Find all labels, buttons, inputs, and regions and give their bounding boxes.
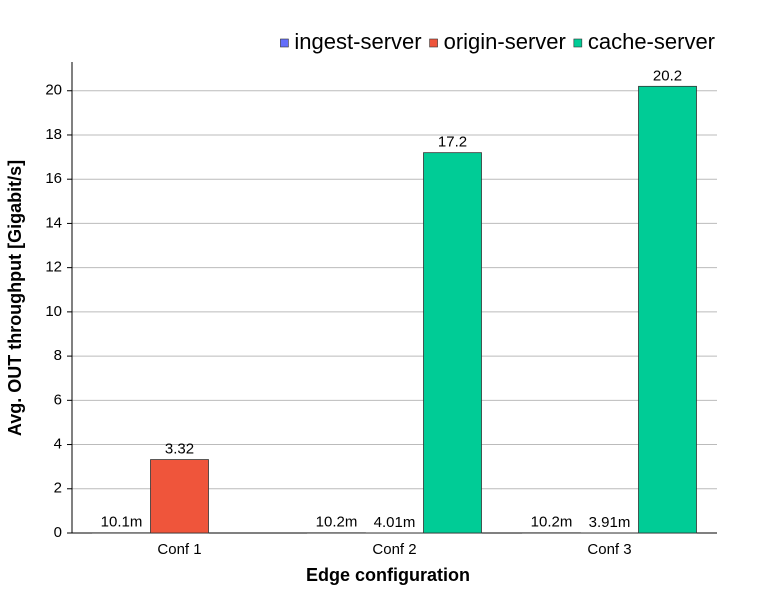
- y-tick-label: 6: [54, 391, 62, 408]
- data-label: 10.2m: [531, 514, 573, 531]
- y-tick-label: 4: [54, 436, 62, 453]
- legend-swatch: [573, 38, 583, 48]
- data-label: 10.1m: [101, 514, 143, 531]
- data-label: 3.32: [165, 441, 194, 458]
- data-label: 17.2: [438, 134, 467, 151]
- data-label: 20.2: [653, 67, 682, 84]
- y-tick-label: 10: [45, 303, 62, 320]
- legend-label: origin-server: [444, 29, 566, 54]
- y-tick-label: 14: [45, 214, 62, 231]
- y-tick-label: 16: [45, 170, 62, 187]
- bar: [150, 459, 209, 534]
- bar: [638, 85, 697, 534]
- y-tick-label: 12: [45, 259, 62, 276]
- x-tick-label: Conf 1: [157, 541, 201, 558]
- data-label: 10.2m: [316, 514, 358, 531]
- legend-swatch: [429, 38, 438, 48]
- y-tick-label: 20: [45, 82, 62, 99]
- y-tick-label: 0: [54, 524, 62, 541]
- y-axis-title: Avg. OUT throughput [Gigabit/s]: [5, 160, 25, 436]
- x-tick-label: Conf 3: [587, 541, 631, 558]
- data-label: 4.01m: [374, 514, 416, 531]
- y-tick-label: 2: [54, 480, 62, 497]
- legend-label: cache-server: [588, 29, 715, 54]
- data-label: 3.91m: [589, 514, 631, 531]
- x-tick-label: Conf 2: [372, 541, 416, 558]
- x-axis-title: Edge configuration: [306, 565, 470, 585]
- y-tick-label: 18: [45, 126, 62, 143]
- bar: [423, 152, 482, 534]
- legend-swatch: [280, 38, 289, 48]
- legend-label: ingest-server: [294, 29, 421, 54]
- y-tick-label: 8: [54, 347, 62, 364]
